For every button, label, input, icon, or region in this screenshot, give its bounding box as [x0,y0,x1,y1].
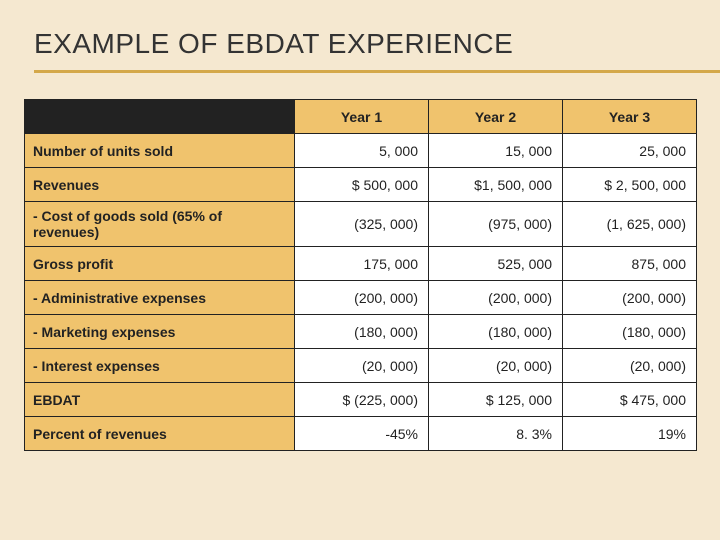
title-region: EXAMPLE OF EBDAT EXPERIENCE [0,0,720,73]
table-container: Year 1 Year 2 Year 3 Number of units sol… [0,73,720,451]
row-label: Revenues [25,168,295,202]
cell: (180, 000) [295,315,429,349]
table-row: Revenues $ 500, 000 $1, 500, 000 $ 2, 50… [25,168,697,202]
cell: -45% [295,417,429,451]
cell: (20, 000) [429,349,563,383]
header-blank [25,100,295,134]
cell: (200, 000) [563,281,697,315]
row-label: - Marketing expenses [25,315,295,349]
cell: (200, 000) [429,281,563,315]
row-label: EBDAT [25,383,295,417]
row-label: - Interest expenses [25,349,295,383]
table-header-row: Year 1 Year 2 Year 3 [25,100,697,134]
table-row: EBDAT $ (225, 000) $ 125, 000 $ 475, 000 [25,383,697,417]
row-label: Gross profit [25,247,295,281]
cell: (200, 000) [295,281,429,315]
table-row: Number of units sold 5, 000 15, 000 25, … [25,134,697,168]
cell: 175, 000 [295,247,429,281]
cell: (20, 000) [295,349,429,383]
cell: (975, 000) [429,202,563,247]
cell: 5, 000 [295,134,429,168]
row-label: - Cost of goods sold (65% of revenues) [25,202,295,247]
cell: (325, 000) [295,202,429,247]
cell: 8. 3% [429,417,563,451]
cell: 19% [563,417,697,451]
cell: (20, 000) [563,349,697,383]
cell: $ 2, 500, 000 [563,168,697,202]
table-row: - Interest expenses (20, 000) (20, 000) … [25,349,697,383]
table-row: - Cost of goods sold (65% of revenues) (… [25,202,697,247]
table-row: Gross profit 175, 000 525, 000 875, 000 [25,247,697,281]
row-label: Number of units sold [25,134,295,168]
row-label: - Administrative expenses [25,281,295,315]
row-label: Percent of revenues [25,417,295,451]
cell: 525, 000 [429,247,563,281]
cell: (180, 000) [563,315,697,349]
cell: (180, 000) [429,315,563,349]
slide-title: EXAMPLE OF EBDAT EXPERIENCE [34,28,720,60]
cell: 875, 000 [563,247,697,281]
col-year-3: Year 3 [563,100,697,134]
table-row: Percent of revenues -45% 8. 3% 19% [25,417,697,451]
col-year-2: Year 2 [429,100,563,134]
cell: (1, 625, 000) [563,202,697,247]
cell: 25, 000 [563,134,697,168]
cell: $ 125, 000 [429,383,563,417]
table-row: - Marketing expenses (180, 000) (180, 00… [25,315,697,349]
cell: $1, 500, 000 [429,168,563,202]
cell: 15, 000 [429,134,563,168]
table-row: - Administrative expenses (200, 000) (20… [25,281,697,315]
cell: $ (225, 000) [295,383,429,417]
ebdat-table: Year 1 Year 2 Year 3 Number of units sol… [24,99,697,451]
col-year-1: Year 1 [295,100,429,134]
cell: $ 475, 000 [563,383,697,417]
cell: $ 500, 000 [295,168,429,202]
